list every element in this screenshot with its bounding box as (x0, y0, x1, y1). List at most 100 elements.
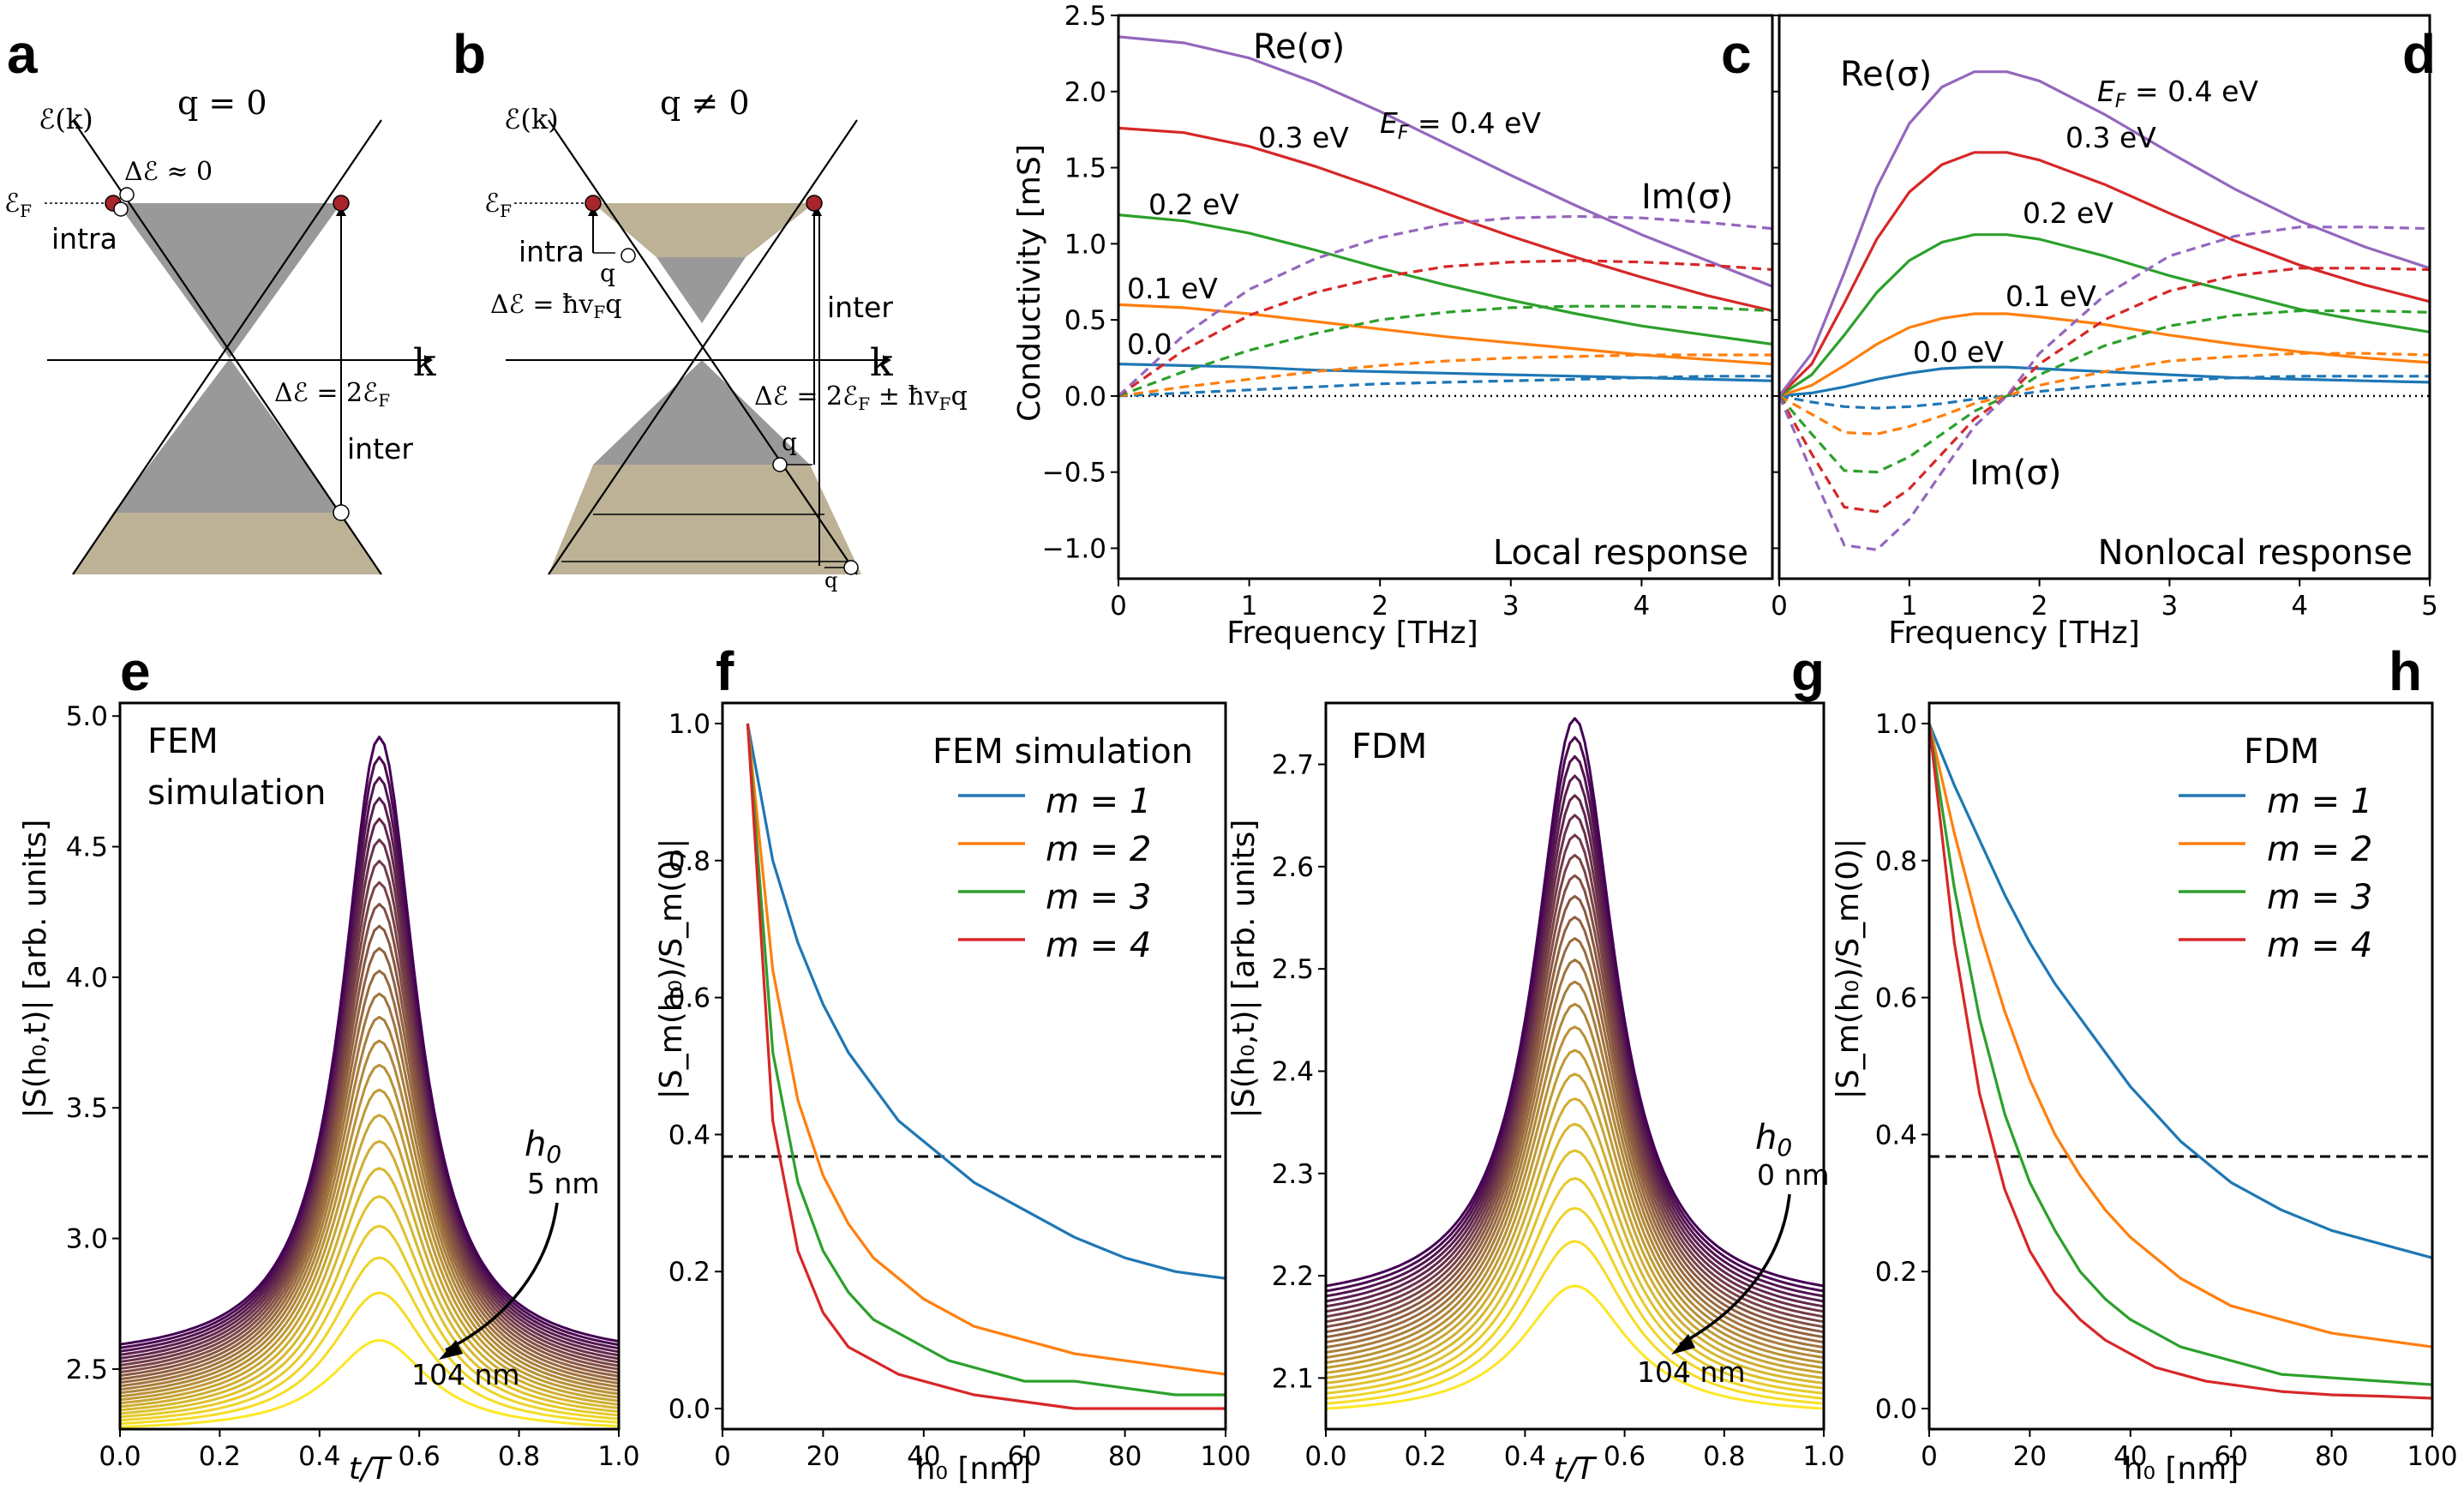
series-d-im-blue (1778, 375, 2430, 410)
chart-d: 0 1 2 3 4 5 (1771, 14, 2438, 622)
series-d-re-orange (1778, 312, 2431, 398)
y-tick-label-f: 0.8 (668, 846, 710, 877)
y-tick-label-h: 0.0 (1875, 1394, 1917, 1425)
ylabel-g: |S(h₀,t)| [arb. units] (1226, 820, 1262, 1119)
series-c-im-purple (1117, 214, 1773, 398)
legend-title-f: FEM simulation (932, 732, 1193, 772)
x-tick-label-h: 20 (2013, 1441, 2047, 1472)
k-axis-label-b: k (870, 341, 893, 385)
series-h-m2 (1927, 723, 2433, 1349)
curve-g-25 (1325, 717, 1825, 1288)
curve-g-4 (1325, 1177, 1825, 1395)
series-h-m1 (1927, 723, 2433, 1259)
y-tick-label-e: 3.5 (66, 1093, 108, 1124)
curve-e-13 (119, 992, 620, 1388)
y-tick-label-c: 0.5 (1064, 305, 1106, 336)
curve-e-15 (119, 946, 620, 1381)
text-box-e-line2: simulation (147, 773, 327, 813)
curve-e-4 (119, 1224, 620, 1419)
e01-label-c: 0.1 eV (1127, 272, 1218, 305)
x-tick-label-d: 4 (2291, 591, 2308, 622)
x-tick-label-c: 4 (1634, 591, 1651, 622)
y-tick-label-f: 0.2 (668, 1257, 710, 1288)
curve-g-2 (1325, 1240, 1825, 1405)
y-tick-label-h: 0.6 (1875, 983, 1917, 1014)
legend-label-h-1: m = 1 (2267, 782, 2372, 821)
series-c-re-purple (1118, 35, 1773, 288)
e01-label-d: 0.1 eV (2005, 279, 2096, 313)
x-tick-label-f: 20 (806, 1441, 840, 1472)
ef-label-d: EF = 0.4 eV (2097, 75, 2258, 112)
x-tick-label-d: 1 (1901, 591, 1918, 622)
arrow-top-g: h0 (1755, 1118, 1792, 1162)
curve-g-7 (1325, 1097, 1825, 1379)
x-tick-label-c: 2 (1371, 591, 1388, 622)
legend-label-f-2: m = 2 (1046, 830, 1151, 869)
text-box-e-line1: FEM (147, 722, 219, 761)
curve-g-9 (1325, 1048, 1825, 1369)
inter-label-a: inter (347, 432, 413, 466)
y-tick-label-e: 4.5 (66, 832, 108, 863)
plot-frame-e (118, 701, 620, 1431)
x-tick-label-h: 0 (1921, 1441, 1938, 1472)
arrow-mid-e: 5 nm (527, 1167, 600, 1200)
dirac-line-2 (548, 119, 858, 575)
x-tick-label-e: 0.2 (199, 1441, 241, 1472)
panel-label-f: f (716, 640, 734, 702)
plot-frame-g (1324, 701, 1826, 1431)
chart-h: 0 20 40 60 80 100 0.0 0.2 0.4 0.6 0.8 1.0 (1875, 701, 2458, 1472)
curve-g-15 (1325, 916, 1825, 1339)
panel-label-a: a (7, 23, 38, 85)
curve-e-20 (119, 838, 620, 1363)
e02-label-d: 0.2 eV (2023, 196, 2113, 230)
curve-e-12 (119, 1015, 620, 1391)
legend-label-h-2: m = 2 (2267, 830, 2372, 869)
series-c-im-blue (1118, 375, 1772, 398)
x-tick-label-h: 80 (2315, 1441, 2348, 1472)
curve-g-18 (1325, 854, 1825, 1324)
curve-g-17 (1325, 874, 1825, 1329)
x-tick-label-g: 0.4 (1504, 1441, 1546, 1472)
diagram-b: q ≠ 0 ℰ(k) k ℰF intra q Δℰ = ħvFq inter … (484, 84, 968, 592)
xlabel-c: Frequency [THz] (1226, 616, 1478, 651)
curve-e-18 (119, 880, 620, 1370)
series-c-re-orange (1118, 303, 1773, 366)
series-d-im-red (1778, 267, 2431, 514)
xlabel-d: Frequency [THz] (1888, 616, 2139, 651)
x-tick-label-h: 100 (2407, 1441, 2457, 1472)
curve-g-11 (1325, 1002, 1825, 1359)
curve-e-19 (119, 859, 620, 1367)
arrow-bottom-e: 104 nm (411, 1358, 520, 1391)
y-tick-label-c: 2.0 (1064, 77, 1106, 108)
y-tick-label-c: 1.0 (1064, 229, 1106, 260)
sea-region-upper (593, 203, 814, 257)
curve-e-1 (119, 1338, 620, 1428)
electron-dot (333, 195, 350, 212)
x-tick-label-f: 0 (714, 1441, 731, 1472)
x-tick-label-f: 100 (1200, 1441, 1250, 1472)
delta-intra-label-a: Δℰ ≈ 0 (124, 157, 213, 187)
fermi-label-b: ℰF (484, 189, 512, 221)
title-b: q ≠ 0 (660, 84, 750, 122)
y-tick-label-f: 1.0 (668, 709, 710, 740)
sea-region-lower (73, 513, 381, 574)
plot-frame-h (1927, 701, 2434, 1431)
y-tick-label-g: 2.2 (1272, 1261, 1314, 1292)
y-tick-label-f: 0.0 (668, 1394, 710, 1425)
curve-e-10 (119, 1063, 620, 1398)
electron-dot (806, 195, 823, 212)
y-tick-label-c: 1.5 (1064, 153, 1106, 184)
inter-label-b: inter (827, 291, 893, 324)
k-axis-label-a: k (413, 341, 436, 385)
y-tick-label-e: 2.5 (66, 1355, 108, 1385)
series-d-im-orange (1778, 351, 2431, 436)
x-tick-label-d: 2 (2031, 591, 2048, 622)
plot-frame-c (1117, 14, 1774, 580)
arrow-bottom-g: 104 nm (1637, 1355, 1746, 1389)
y-tick-label-e: 4.0 (66, 963, 108, 994)
intra-label-a: intra (51, 222, 117, 255)
intra-label-b: intra (519, 235, 585, 268)
x-tick-label-e: 0.8 (498, 1441, 540, 1472)
text-box-g: FDM (1352, 727, 1427, 766)
